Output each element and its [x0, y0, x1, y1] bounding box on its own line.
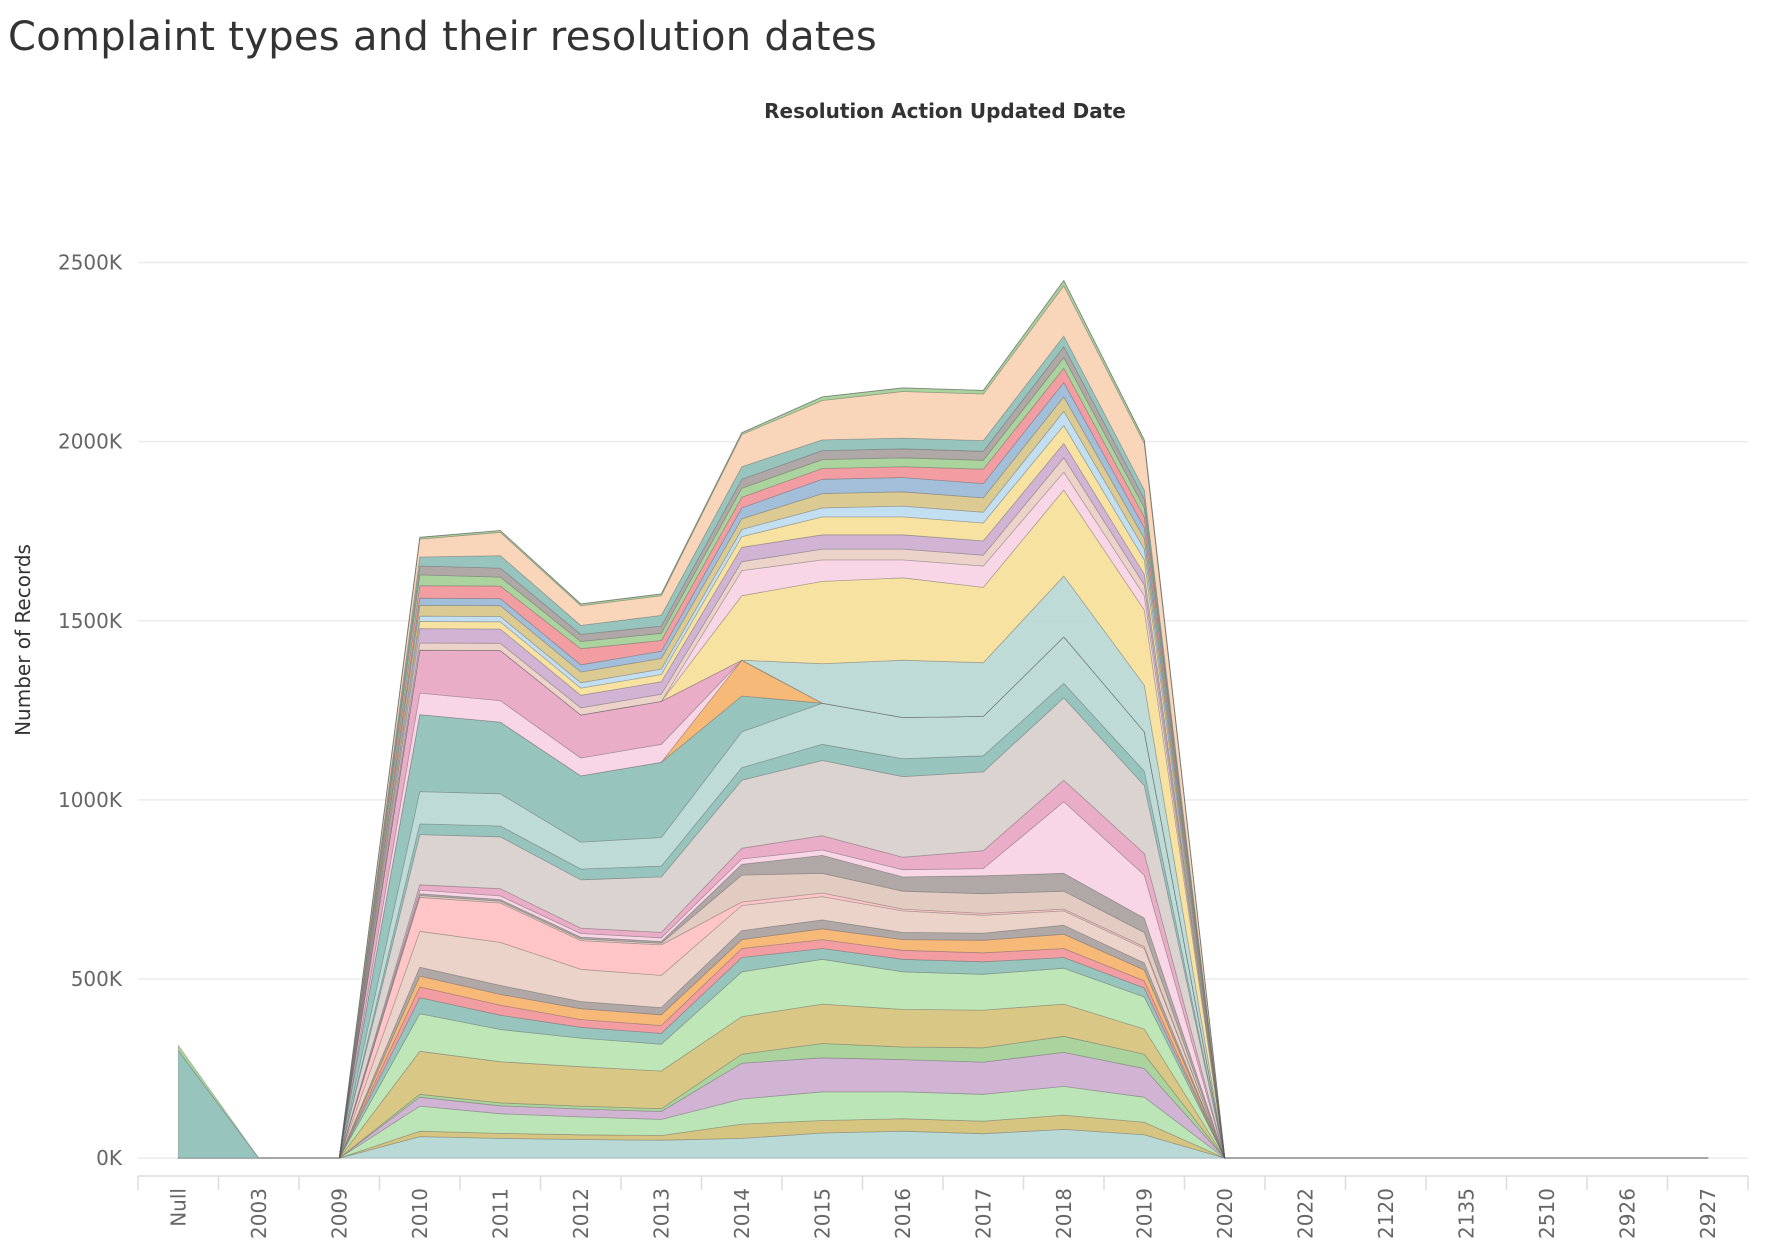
y-tick-label-0: 0K: [96, 1146, 123, 1170]
y-tick-label-5: 2500K: [58, 251, 123, 275]
area-series-40: [177, 280, 1709, 1159]
x-tick-label-19: 2927: [1696, 1188, 1720, 1239]
x-tick-label-6: 2013: [649, 1188, 673, 1239]
x-tick-label-12: 2019: [1132, 1188, 1156, 1239]
x-axis-ticks: Null 2003 2009 2010 2011 2012 2013 2014 2015 2016…: [166, 1188, 1720, 1239]
y-tick-label-4: 2000K: [58, 430, 123, 454]
y-axis-ticks: 0K 500K 1000K 1500K 2000K 2500K: [58, 251, 123, 1171]
x-tick-label-0: Null: [166, 1188, 190, 1227]
x-tick-label-2: 2009: [327, 1188, 351, 1239]
y-tick-label-3: 1500K: [58, 609, 123, 633]
y-tick-label-2: 1000K: [58, 788, 123, 812]
y-axis-title: Number of Records: [11, 544, 35, 736]
x-tick-label-16: 2135: [1454, 1188, 1478, 1239]
chart-title: Complaint types and their resolution dat…: [8, 14, 877, 60]
x-axis-title: Resolution Action Updated Date: [764, 99, 1126, 123]
y-tick-label-1: 500K: [71, 967, 123, 991]
x-tick-label-13: 2020: [1213, 1188, 1237, 1239]
x-tick-label-11: 2018: [1052, 1188, 1076, 1239]
x-tick-label-15: 2120: [1374, 1188, 1398, 1239]
x-tick-label-4: 2011: [488, 1188, 512, 1239]
x-tick-label-14: 2022: [1293, 1188, 1317, 1239]
area-series-layer: [177, 280, 1709, 1159]
x-tick-label-18: 2926: [1615, 1188, 1639, 1239]
area-series-39: [177, 280, 1709, 1159]
x-tick-label-1: 2003: [247, 1188, 271, 1239]
x-tick-label-5: 2012: [569, 1188, 593, 1239]
x-tick-label-10: 2017: [971, 1188, 995, 1239]
x-tick-label-7: 2014: [730, 1188, 754, 1239]
x-tick-label-9: 2016: [891, 1188, 915, 1239]
x-tick-label-17: 2510: [1535, 1188, 1559, 1239]
x-tick-label-8: 2015: [810, 1188, 834, 1239]
x-tick-label-3: 2010: [408, 1188, 432, 1239]
